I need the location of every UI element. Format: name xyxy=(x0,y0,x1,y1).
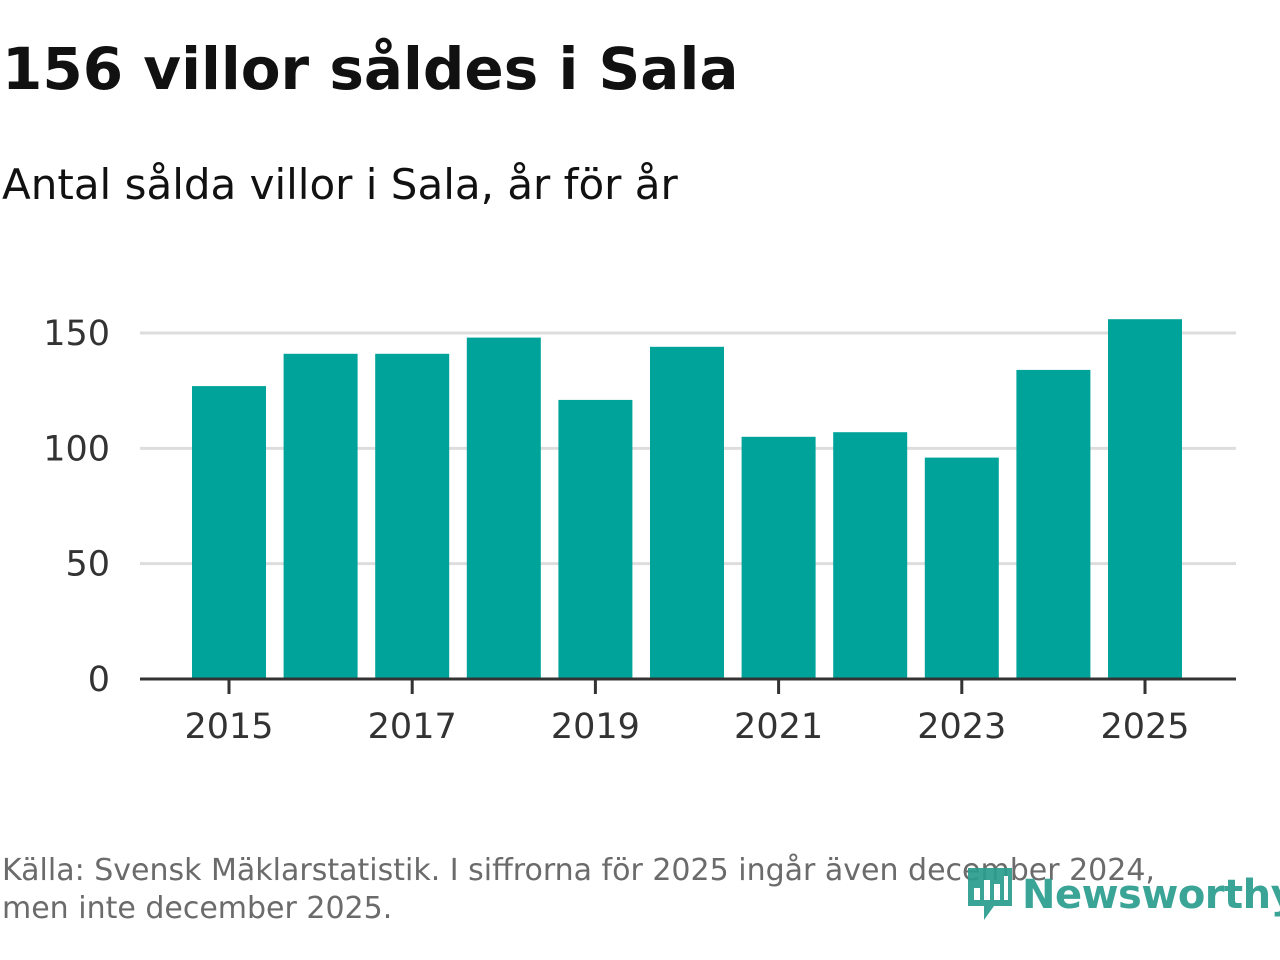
bar-2019 xyxy=(558,399,633,679)
bars xyxy=(192,319,1182,679)
x-tick-label-2019: 2019 xyxy=(551,707,640,747)
x-tick-label-2023: 2023 xyxy=(917,707,1006,747)
source-note: Källa: Svensk Mäklarstatistik. I siffror… xyxy=(2,852,1222,928)
x-axis xyxy=(140,677,1236,694)
x-tick-label-2015: 2015 xyxy=(184,707,273,747)
bar-2025 xyxy=(1108,319,1182,679)
newsworthy-logo: Newsworthy xyxy=(964,864,1280,926)
chart-title: 156 villor såldes i Sala xyxy=(2,35,739,103)
y-axis-labels: 0 50 100 150 xyxy=(43,314,110,700)
y-tick-label-100: 100 xyxy=(43,429,110,469)
y-tick-label-50: 50 xyxy=(65,545,110,585)
chart-subtitle: Antal sålda villor i Sala, år för år xyxy=(2,160,678,209)
bar-2023 xyxy=(924,457,999,679)
newsworthy-chart-icon xyxy=(968,868,1012,920)
bar-2015 xyxy=(192,386,266,679)
y-tick-label-0: 0 xyxy=(88,660,110,700)
bar-2018 xyxy=(466,337,541,679)
source-line-2: men inte december 2025. xyxy=(2,891,393,926)
bar-2024 xyxy=(1016,369,1091,679)
bar-2016 xyxy=(283,353,358,679)
x-tick-label-2017: 2017 xyxy=(368,707,457,747)
source-line-1: Källa: Svensk Mäklarstatistik. I siffror… xyxy=(2,853,1155,888)
bar-2022 xyxy=(833,432,908,679)
bar-2020 xyxy=(650,346,724,679)
bar-2017 xyxy=(375,353,450,679)
logo-text: Newsworthy xyxy=(1022,872,1280,918)
x-axis-labels: 2015 2017 2019 2021 2023 2025 xyxy=(184,707,1189,747)
bar-2021 xyxy=(741,436,816,679)
x-tick-label-2025: 2025 xyxy=(1100,707,1189,747)
x-tick-label-2021: 2021 xyxy=(734,707,823,747)
y-tick-label-150: 150 xyxy=(43,314,110,354)
